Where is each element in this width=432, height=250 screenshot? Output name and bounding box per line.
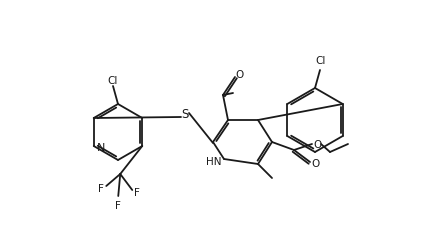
Text: N: N [97, 142, 105, 152]
Text: F: F [115, 200, 121, 210]
Text: O: O [235, 70, 243, 80]
Text: F: F [134, 187, 140, 197]
Text: Cl: Cl [316, 56, 326, 66]
Text: HN: HN [206, 156, 222, 166]
Text: S: S [181, 108, 189, 121]
Text: O: O [313, 140, 321, 149]
Text: F: F [98, 183, 104, 193]
Text: Cl: Cl [108, 76, 118, 86]
Text: O: O [311, 158, 319, 168]
